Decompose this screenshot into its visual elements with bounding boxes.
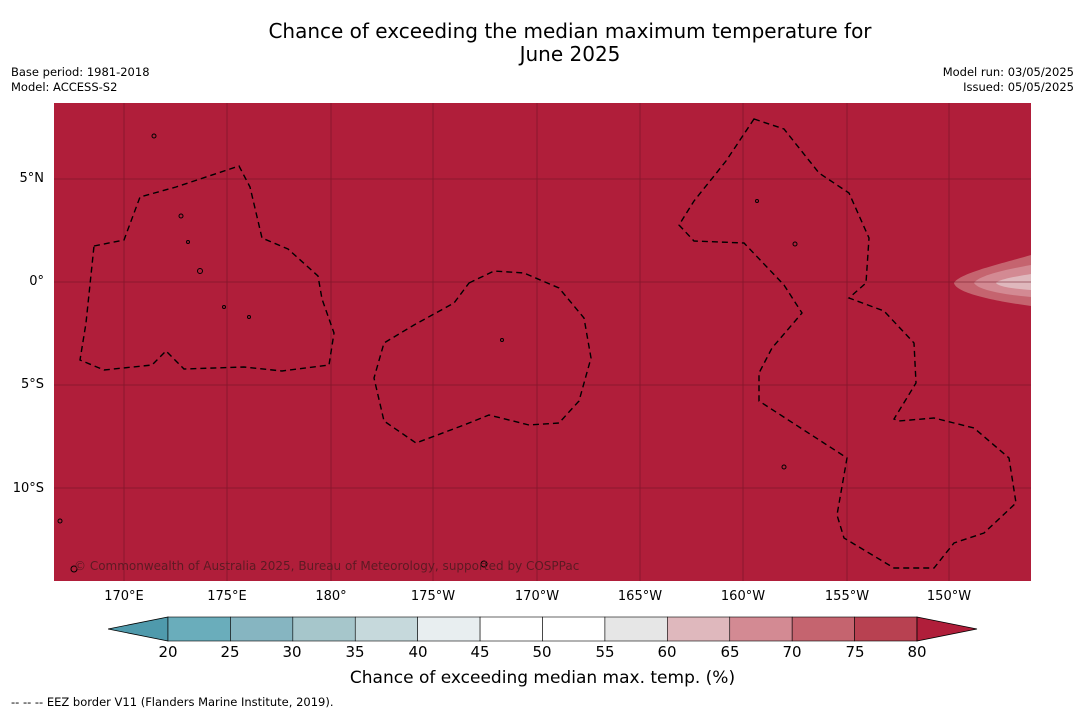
- map-panel: © Commonwealth of Australia 2025, Bureau…: [54, 103, 1031, 581]
- lon-label-150w: 150°W: [926, 589, 972, 604]
- colorbar-tick: 55: [595, 643, 615, 661]
- lat-label-5n: 5°N: [19, 171, 45, 186]
- colorbar-cells: [167, 616, 918, 642]
- lon-label-170e: 170°E: [104, 589, 144, 604]
- colorbar-tick: 45: [470, 643, 490, 661]
- map-background: [54, 103, 1031, 581]
- colorbar-cell: [542, 616, 606, 642]
- colorbar-cell: [230, 616, 294, 642]
- anomaly-patch: [954, 255, 1031, 306]
- colorbar-cell: [729, 616, 793, 642]
- lon-label-180: 180°: [315, 589, 347, 604]
- gridlines: [54, 103, 1031, 581]
- lat-label-0: 0°: [29, 274, 44, 289]
- lon-label-155w: 155°W: [824, 589, 870, 604]
- lon-label-160w: 160°W: [720, 589, 766, 604]
- lon-label-165w: 165°W: [617, 589, 663, 604]
- colorbar-cell: [479, 616, 543, 642]
- colorbar-cell: [604, 616, 668, 642]
- colorbar-under-arrow: [107, 616, 169, 642]
- map-title: Chance of exceeding the median maximum t…: [0, 20, 1085, 66]
- lon-label-175e: 175°E: [207, 589, 247, 604]
- meta-right: Model run: 03/05/2025 Issued: 05/05/2025: [943, 65, 1074, 95]
- colorbar-tick: 30: [282, 643, 302, 661]
- title-line-1: Chance of exceeding the median maximum t…: [268, 19, 872, 43]
- colorbar-tick: 70: [782, 643, 802, 661]
- colorbar-tick: 50: [532, 643, 552, 661]
- colorbar-tick: 20: [158, 643, 178, 661]
- eez-phoenix: [373, 270, 592, 444]
- eez-borders: [79, 118, 1017, 569]
- colorbar-cell: [354, 616, 418, 642]
- colorbar-cell: [791, 616, 855, 642]
- eez-line-islands: [678, 118, 1017, 569]
- colorbar-cell: [667, 616, 731, 642]
- colorbar-tick: 75: [845, 643, 865, 661]
- copyright-text: © Commonwealth of Australia 2025, Bureau…: [74, 559, 579, 573]
- colorbar-tick: 35: [345, 643, 365, 661]
- title-line-2: June 2025: [519, 42, 621, 66]
- colorbar-cell: [417, 616, 481, 642]
- colorbar-cell: [854, 616, 918, 642]
- colorbar-canvas: [107, 616, 978, 642]
- model-name: Model: ACCESS-S2: [11, 80, 118, 94]
- colorbar-tick: 25: [220, 643, 240, 661]
- colorbar-tick: 80: [907, 643, 927, 661]
- colorbar-tick: 65: [720, 643, 740, 661]
- lat-label-10s: 10°S: [12, 481, 44, 496]
- base-period: Base period: 1981-2018: [11, 65, 150, 79]
- eez-kiribati-gilbert: [79, 165, 335, 372]
- colorbar-tick: 60: [657, 643, 677, 661]
- colorbar: [107, 616, 978, 648]
- issued-date: Issued: 05/05/2025: [963, 80, 1074, 94]
- colorbar-cell: [292, 616, 356, 642]
- islands: [57, 133, 798, 573]
- colorbar-cell: [167, 616, 231, 642]
- lat-label-5s: 5°S: [20, 377, 44, 392]
- colorbar-over-arrow: [916, 616, 978, 642]
- model-run: Model run: 03/05/2025: [942, 65, 1074, 79]
- lon-label-170w: 170°W: [514, 589, 560, 604]
- colorbar-label: Chance of exceeding median max. temp. (%…: [349, 668, 736, 688]
- map-canvas: © Commonwealth of Australia 2025, Bureau…: [54, 103, 1031, 581]
- meta-left: Base period: 1981-2018 Model: ACCESS-S2: [11, 65, 150, 95]
- eez-legend-note: -- -- -- EEZ border V11 (Flanders Marine…: [11, 695, 334, 709]
- lon-label-175w: 175°W: [410, 589, 456, 604]
- colorbar-tick: 40: [408, 643, 428, 661]
